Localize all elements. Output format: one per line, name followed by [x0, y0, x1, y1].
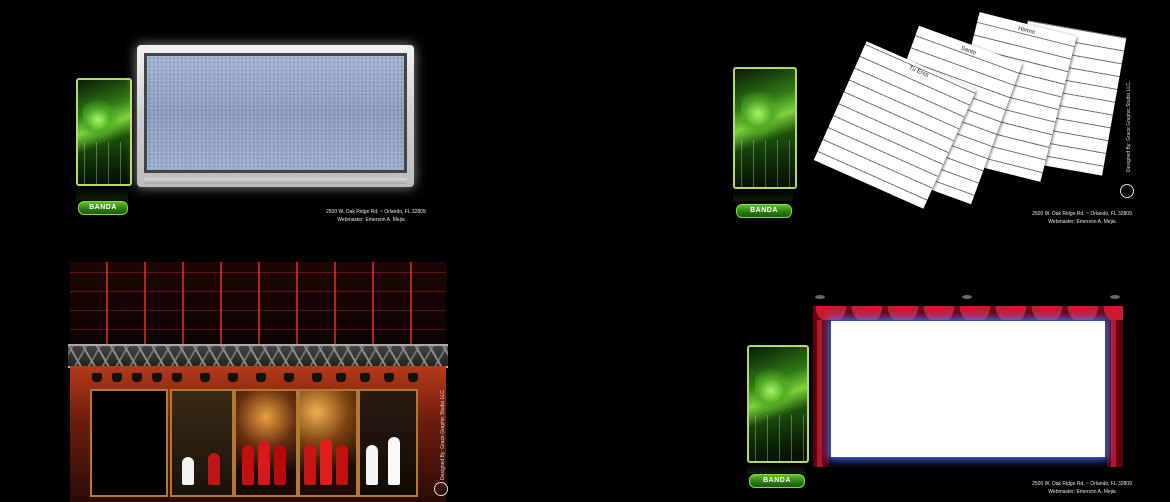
footer-address: 2500 W. Oak Ridge Rd. ~ Orlando, FL 3280… — [326, 208, 426, 224]
banda-thumbnail-reflection — [76, 182, 128, 200]
banda-thumbnail[interactable] — [747, 345, 809, 463]
tv-static-screen — [144, 53, 407, 173]
stage-photo-panel[interactable] — [170, 389, 234, 497]
spotlight-icon — [152, 373, 162, 382]
tv-frame — [137, 45, 414, 187]
footer-webmaster-line: Webmaster: Emerson A. Mejia — [1048, 489, 1116, 495]
spotlight-icon — [336, 373, 346, 382]
banda-thumbnail[interactable] — [76, 78, 132, 186]
spotlight-icon — [408, 373, 418, 382]
curtain-valance — [813, 306, 1123, 320]
curtain-right — [1107, 307, 1123, 467]
footer-webmaster-line: Webmaster: Emerson A. Mejia — [1048, 219, 1116, 225]
designed-by-credit: Designed By: Grace Graphic Studio LLC. — [1126, 80, 1132, 172]
studio-logo-icon — [1120, 184, 1134, 198]
tv-control-bar — [144, 178, 407, 184]
dancer-figure — [320, 439, 332, 485]
spotlight-icon — [172, 373, 182, 382]
spotlight-icon — [360, 373, 370, 382]
ceiling-light-icon — [1110, 295, 1120, 299]
footer-webmaster-line: Webmaster: Emerson A. Mejia — [337, 217, 405, 223]
banda-thumbnail-reflection — [747, 459, 805, 473]
dancer-figure — [258, 441, 270, 485]
stage-photo-panel[interactable] — [90, 389, 168, 497]
spotlight-icon — [312, 373, 322, 382]
curtain-left — [813, 307, 829, 467]
footer-address: 2500 W. Oak Ridge Rd. ~ Orlando, FL 3280… — [1030, 210, 1134, 226]
ceiling-light-icon — [962, 295, 972, 299]
footer-address-line: 2500 W. Oak Ridge Rd. ~ Orlando, FL 3280… — [326, 209, 426, 215]
ceiling-light-icon — [815, 295, 825, 299]
footer-address: 2500 W. Oak Ridge Rd. ~ Orlando, FL 3280… — [1030, 480, 1134, 496]
footer-address-line: 2500 W. Oak Ridge Rd. ~ Orlando, FL 3280… — [1032, 211, 1132, 217]
stage-ceiling — [70, 262, 446, 348]
spotlight-icon — [228, 373, 238, 382]
spotlight-icon — [384, 373, 394, 382]
banda-button[interactable]: BANDA — [749, 474, 805, 488]
dancer-figure — [366, 445, 378, 485]
spotlight-icon — [200, 373, 210, 382]
dancer-figure — [242, 445, 254, 485]
dancer-figure — [388, 437, 400, 485]
cinema-screen[interactable] — [831, 321, 1105, 457]
footer-address-line: 2500 W. Oak Ridge Rd. ~ Orlando, FL 3280… — [1032, 481, 1132, 487]
spotlight-icon — [284, 373, 294, 382]
designed-by-credit: Designed By: Grace Graphic Studio LLC. — [440, 388, 446, 480]
stage-truss — [68, 344, 448, 368]
banda-thumbnail-reflection — [733, 185, 793, 201]
banda-button[interactable]: BANDA — [736, 204, 792, 218]
stage-photo-panel[interactable] — [358, 389, 418, 497]
spotlight-icon — [112, 373, 122, 382]
dancer-figure — [304, 445, 316, 485]
banda-button[interactable]: BANDA — [78, 201, 128, 215]
spotlight-icon — [92, 373, 102, 382]
spotlight-icon — [256, 373, 266, 382]
dancer-figure — [208, 453, 220, 485]
stage-photo-panel[interactable] — [298, 389, 358, 497]
dancer-figure — [182, 457, 194, 485]
dancer-figure — [336, 445, 348, 485]
dancer-figure — [274, 445, 286, 485]
studio-logo-icon — [434, 482, 448, 496]
spotlight-icon — [132, 373, 142, 382]
banda-thumbnail[interactable] — [733, 67, 797, 189]
stage-photo-panel[interactable] — [234, 389, 298, 497]
